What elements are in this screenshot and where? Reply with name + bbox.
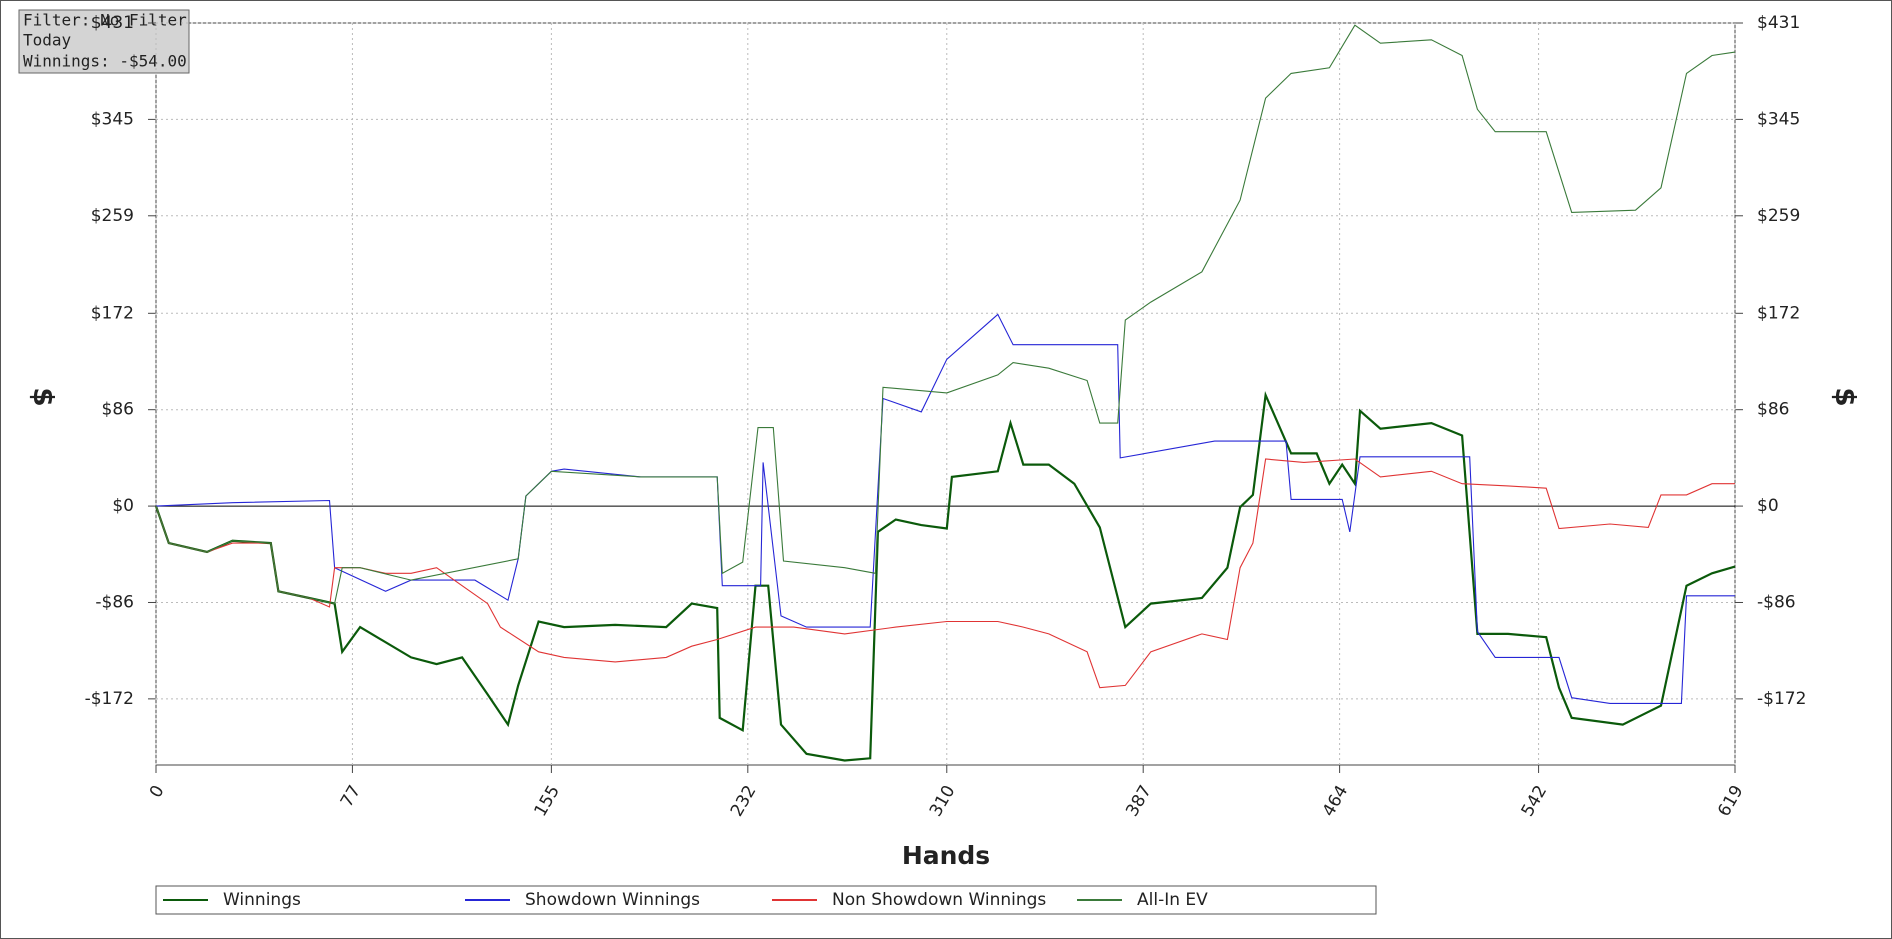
legend-label: All-In EV xyxy=(1137,890,1208,910)
y-tick-label: $259 xyxy=(91,206,134,226)
y-tick-label: -$86 xyxy=(95,592,134,612)
info-filter: Filter: No Filter xyxy=(23,11,187,30)
y2-tick-label: $431 xyxy=(1757,13,1800,33)
info-box-bg xyxy=(18,9,190,74)
legend-label: Non Showdown Winnings xyxy=(832,890,1046,910)
series-line xyxy=(154,391,1736,762)
x-axis-title: Hands xyxy=(902,841,990,870)
y2-axis-title: $ xyxy=(1829,387,1862,406)
y2-tick-label: $86 xyxy=(1757,400,1789,420)
legend-label: Winnings xyxy=(223,890,301,910)
y2-tick-label: $0 xyxy=(1757,496,1779,516)
y-tick-label: $172 xyxy=(91,303,134,323)
y2-tick-label: -$86 xyxy=(1757,592,1796,612)
y2-tick-label: -$172 xyxy=(1757,689,1806,709)
y2-tick-label: $259 xyxy=(1757,206,1800,226)
info-box: Filter: No Filter Today Winnings: -$54.0… xyxy=(18,9,190,74)
info-winnings: Winnings: -$54.00 xyxy=(23,52,187,71)
y-axis-title: $ xyxy=(27,387,60,406)
y-tick-label: $0 xyxy=(112,496,134,516)
y-tick-label: -$172 xyxy=(85,689,134,709)
y2-tick-label: $345 xyxy=(1757,109,1800,129)
info-period: Today xyxy=(23,31,72,50)
y-tick-label: $431 xyxy=(91,13,134,33)
y-tick-label: $86 xyxy=(102,400,134,420)
legend xyxy=(155,885,1377,915)
series-line xyxy=(155,24,1736,605)
series-line xyxy=(155,313,1735,704)
y2-tick-label: $172 xyxy=(1757,303,1800,323)
legend-label: Showdown Winnings xyxy=(525,890,700,910)
y-tick-label: $345 xyxy=(91,109,134,129)
